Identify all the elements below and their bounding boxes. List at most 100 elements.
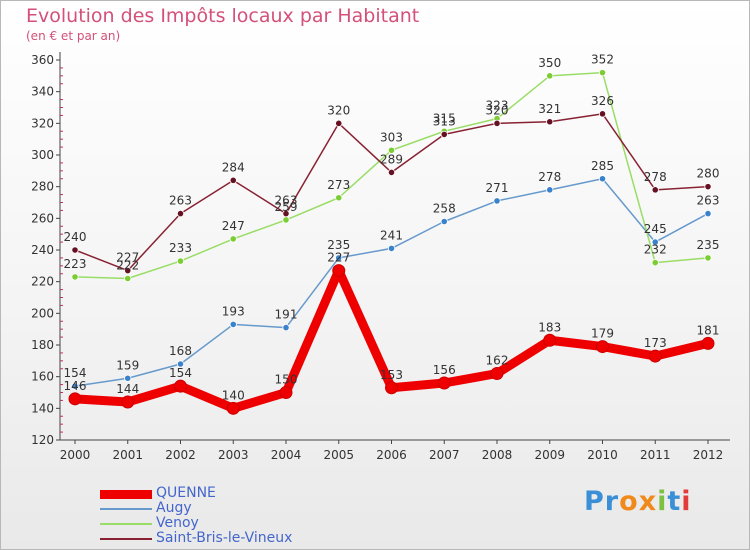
data-label: 259	[275, 200, 298, 214]
data-label: 280	[697, 167, 720, 181]
data-label: 154	[169, 366, 192, 380]
data-label: 162	[486, 354, 509, 368]
legend-label: Augy	[156, 500, 192, 516]
legend-swatch	[100, 538, 152, 540]
data-point	[124, 274, 132, 283]
y-tick-label: 280	[31, 180, 54, 194]
data-label: 303	[380, 130, 403, 144]
legend-label: QUENNE	[156, 485, 216, 501]
data-label: 240	[64, 230, 87, 244]
y-tick-label: 360	[31, 53, 54, 67]
data-point	[490, 367, 504, 380]
data-point	[546, 118, 554, 126]
data-point	[68, 392, 82, 406]
data-point	[71, 382, 79, 390]
data-label: 323	[486, 99, 509, 113]
data-point	[701, 336, 715, 350]
data-label: 241	[380, 228, 403, 242]
data-point	[282, 209, 290, 218]
data-label: 247	[222, 219, 245, 233]
data-label: 179	[591, 327, 614, 341]
data-point	[176, 257, 185, 265]
data-label: 326	[591, 94, 614, 108]
data-label: 350	[538, 56, 561, 70]
data-point	[440, 217, 448, 226]
data-label: 227	[116, 251, 139, 265]
logo-letter: i	[681, 486, 692, 517]
y-tick-label: 140	[31, 401, 54, 415]
proxiti-logo: Proxiti	[584, 486, 692, 517]
data-point	[71, 246, 79, 254]
chart-subtitle: (en € et par an)	[26, 29, 121, 43]
data-label: 144	[116, 382, 139, 396]
data-label: 156	[433, 363, 456, 377]
data-point	[598, 175, 607, 183]
y-tick-label: 260	[31, 211, 54, 225]
data-label: 146	[64, 379, 87, 393]
data-label: 168	[169, 344, 192, 358]
chart-axes: 120 140 160 180 200 220 240 260 280 300 320 340 360 2…	[31, 52, 730, 462]
data-point	[282, 216, 290, 224]
data-label: 258	[433, 202, 456, 216]
legend-swatch	[100, 508, 152, 510]
data-point	[546, 72, 554, 80]
logo-letter: i	[657, 486, 668, 517]
data-label: 245	[644, 222, 667, 236]
x-tick-label: 2011	[640, 448, 671, 462]
y-tick-label: 120	[31, 433, 54, 447]
data-point	[648, 349, 662, 363]
data-label: 193	[222, 304, 245, 318]
data-point	[226, 401, 240, 415]
chart-data-labels: 146 144 154 140 150 227 153 156 162 183 179 173 181 1…	[64, 53, 720, 403]
data-point	[335, 194, 343, 202]
data-point	[651, 186, 659, 194]
data-point	[229, 176, 237, 184]
data-label: 183	[538, 320, 561, 334]
data-point	[282, 323, 290, 332]
data-point	[176, 360, 185, 368]
data-point	[704, 254, 712, 262]
x-tick-label: 2010	[587, 448, 618, 462]
logo-letter: r	[604, 486, 620, 517]
data-label: 153	[380, 368, 403, 382]
data-label: 320	[486, 103, 509, 117]
legend-label: Venoy	[156, 515, 199, 531]
data-label: 159	[116, 358, 139, 372]
data-label: 315	[433, 111, 456, 125]
x-tick-label: 2005	[323, 448, 354, 462]
data-point	[176, 209, 185, 218]
data-point	[493, 197, 501, 205]
data-point	[71, 273, 79, 281]
legend-swatch	[100, 523, 152, 525]
data-point	[598, 110, 607, 118]
data-label: 352	[591, 53, 614, 67]
data-label: 278	[538, 170, 561, 184]
y-tick-label: 160	[31, 370, 54, 384]
data-label: 235	[327, 238, 350, 252]
data-label: 263	[697, 194, 720, 208]
x-tick-label: 2003	[218, 448, 249, 462]
chart-title: Evolution des Impôts locaux par Habitant	[26, 5, 420, 27]
data-point	[704, 183, 712, 191]
y-tick-label: 180	[31, 338, 54, 352]
data-label: 285	[591, 159, 614, 173]
y-tick-label: 340	[31, 85, 54, 99]
x-tick-label: 2002	[165, 448, 196, 462]
data-point	[493, 119, 501, 127]
data-label: 235	[697, 238, 720, 252]
data-point	[279, 386, 293, 399]
data-label: 284	[222, 160, 245, 174]
data-label: 321	[538, 102, 561, 116]
data-point	[387, 244, 396, 253]
data-point	[651, 259, 659, 267]
data-point	[229, 235, 237, 243]
data-label: 140	[222, 388, 245, 402]
legend-swatch	[100, 489, 152, 499]
data-point	[385, 381, 398, 395]
data-label: 154	[64, 366, 87, 380]
x-tick-label: 2012	[693, 448, 724, 462]
y-tick-label: 320	[31, 116, 54, 130]
data-point	[440, 130, 448, 139]
